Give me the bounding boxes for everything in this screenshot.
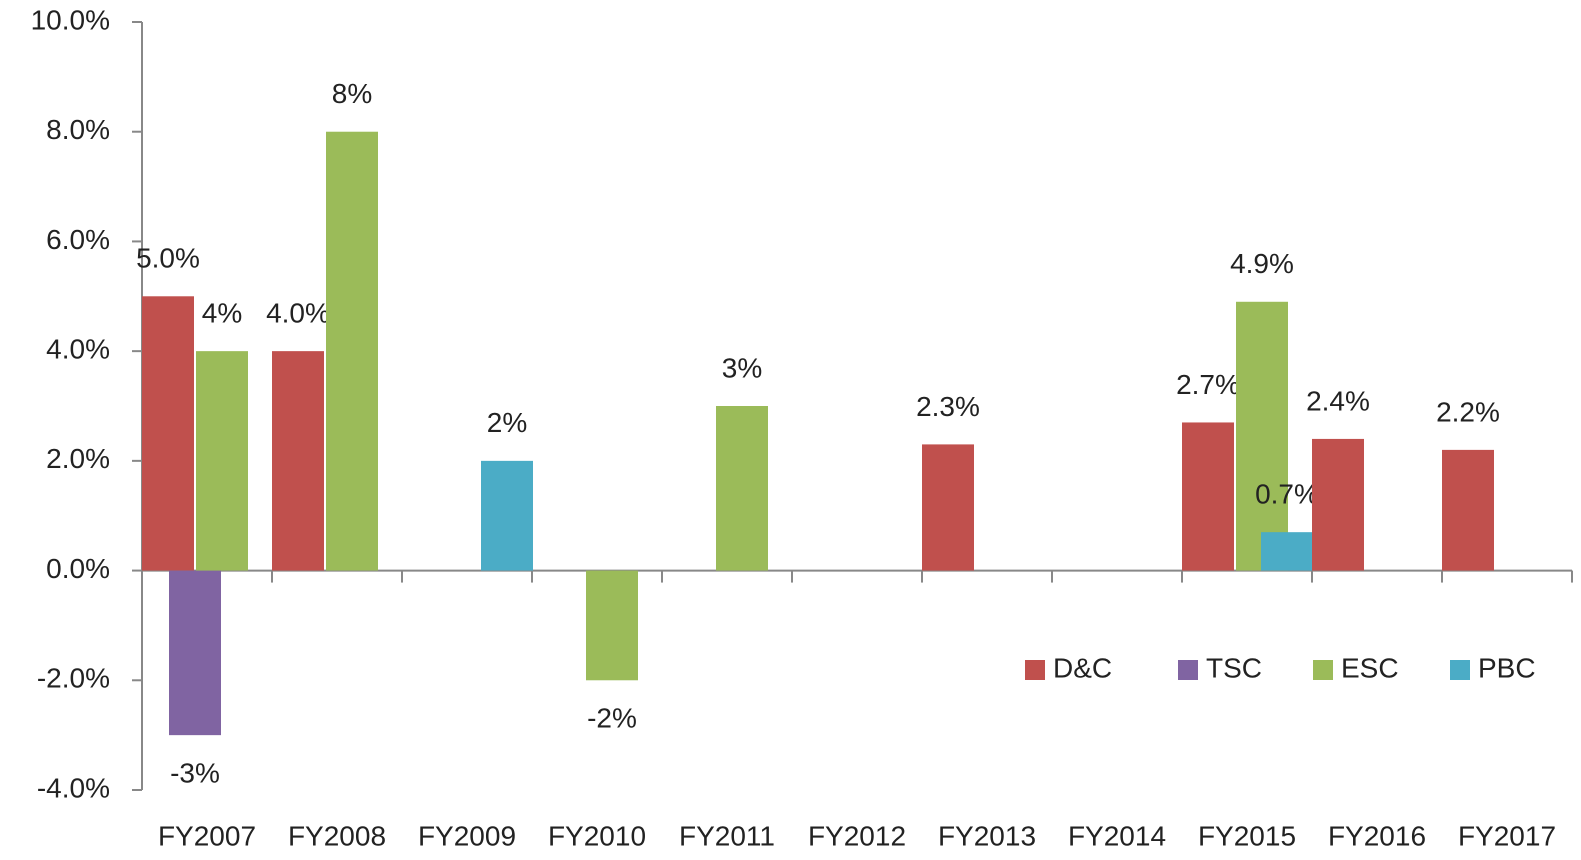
data-label: 2.2%: [1436, 396, 1500, 427]
bar: [1442, 449, 1494, 571]
bar: [196, 351, 248, 571]
data-label: 2.7%: [1176, 369, 1240, 400]
bar: [169, 570, 221, 736]
bar: [1236, 301, 1288, 571]
y-tick-label: 6.0%: [46, 224, 110, 255]
bar: [1182, 422, 1234, 571]
y-tick-label: 4.0%: [46, 334, 110, 365]
legend-label: PBC: [1478, 652, 1536, 683]
y-tick-label: 2.0%: [46, 443, 110, 474]
x-tick-label: FY2013: [938, 820, 1036, 851]
y-tick-label: -2.0%: [37, 663, 110, 694]
data-label: 5.0%: [136, 243, 200, 274]
legend-label: D&C: [1053, 652, 1112, 683]
y-tick-label: -4.0%: [37, 772, 110, 803]
bar: [481, 460, 533, 571]
data-label: 2.3%: [916, 391, 980, 422]
legend-swatch: [1025, 660, 1045, 680]
bar: [142, 296, 194, 571]
bar: [922, 444, 974, 571]
data-label: -2%: [587, 703, 637, 734]
data-label: 4.9%: [1230, 248, 1294, 279]
x-tick-label: FY2014: [1068, 820, 1166, 851]
legend-label: TSC: [1206, 652, 1262, 683]
data-label: 4%: [202, 298, 242, 329]
bar: [326, 131, 378, 571]
x-tick-label: FY2010: [548, 820, 646, 851]
y-tick-label: 0.0%: [46, 553, 110, 584]
bar: [716, 406, 768, 571]
x-tick-label: FY2016: [1328, 820, 1426, 851]
legend-label: ESC: [1341, 652, 1399, 683]
x-tick-label: FY2007: [158, 820, 256, 851]
data-label: 0.7%: [1255, 479, 1319, 510]
bar: [272, 351, 324, 571]
bar: [586, 570, 638, 681]
x-tick-label: FY2011: [679, 820, 775, 851]
x-tick-label: FY2008: [288, 820, 386, 851]
data-label: 4.0%: [266, 298, 330, 329]
data-label: 8%: [332, 78, 372, 109]
legend-swatch: [1450, 660, 1470, 680]
data-label: 2.4%: [1306, 385, 1370, 416]
data-label: -3%: [170, 758, 220, 789]
data-label: 3%: [722, 352, 762, 383]
x-tick-label: FY2012: [808, 820, 906, 851]
x-tick-label: FY2015: [1198, 820, 1296, 851]
x-tick-label: FY2009: [418, 820, 516, 851]
bar: [1261, 532, 1313, 571]
y-tick-label: 10.0%: [31, 4, 110, 35]
x-tick-label: FY2017: [1458, 820, 1556, 851]
y-tick-label: 8.0%: [46, 114, 110, 145]
data-label: 2%: [487, 407, 527, 438]
legend-swatch: [1178, 660, 1198, 680]
bar: [1312, 438, 1364, 571]
legend-swatch: [1313, 660, 1333, 680]
